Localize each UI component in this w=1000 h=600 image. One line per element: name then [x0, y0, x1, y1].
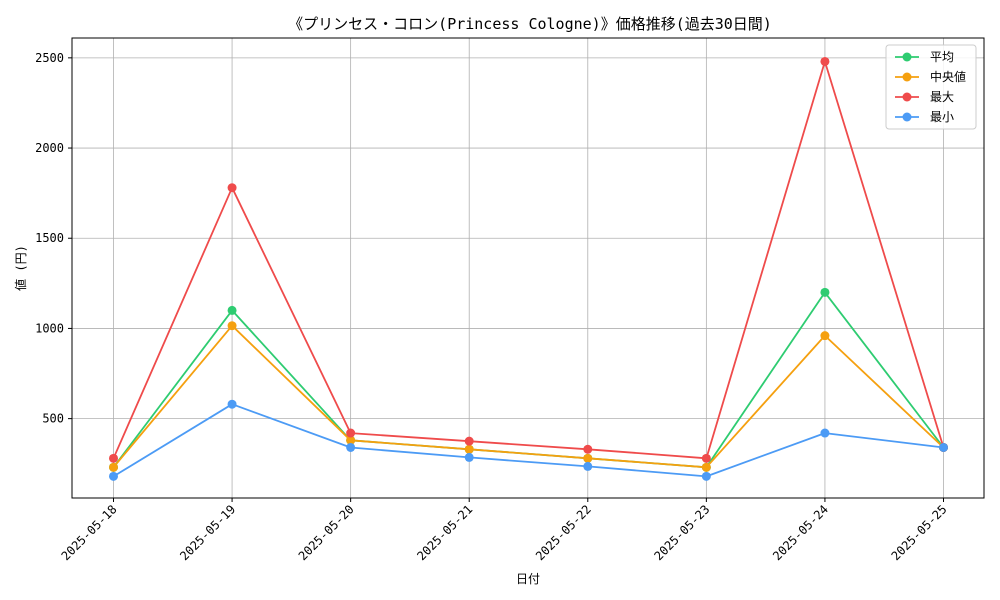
grid-lines — [72, 38, 984, 498]
data-point — [820, 428, 830, 438]
legend-item: 最小 — [895, 110, 954, 124]
data-point — [346, 428, 356, 438]
series-group — [109, 56, 948, 481]
series-line — [113, 403, 944, 478]
legend-label: 最大 — [930, 90, 954, 104]
series-2 — [109, 321, 948, 472]
data-point — [701, 453, 711, 463]
data-point — [820, 331, 830, 341]
data-point — [820, 56, 830, 66]
x-tick-label: 2025-05-22 — [533, 502, 594, 563]
data-point — [464, 452, 474, 462]
y-tick-label: 1000 — [35, 321, 64, 335]
data-point — [227, 399, 237, 409]
series-line — [112, 291, 945, 469]
legend-swatch-marker — [902, 72, 912, 82]
data-point — [346, 442, 356, 452]
data-point — [109, 462, 118, 472]
legend-swatch-marker — [902, 112, 912, 122]
x-tick-label: 2025-05-21 — [414, 502, 475, 563]
plot-area-frame — [71, 37, 985, 499]
legend-swatch-marker — [902, 52, 912, 62]
data-point — [583, 461, 593, 471]
data-point — [820, 287, 830, 297]
legend-item: 平均 — [895, 50, 954, 64]
y-axis-label: 値 (円) — [13, 245, 28, 291]
data-point — [227, 321, 237, 331]
data-point — [227, 183, 237, 193]
data-point — [109, 471, 118, 481]
data-point — [464, 444, 474, 454]
series-1 — [109, 287, 948, 472]
legend-item: 最大 — [895, 90, 954, 104]
x-tick-label: 2025-05-20 — [296, 502, 357, 563]
legend-box — [885, 44, 977, 130]
legend-item: 中央値 — [895, 69, 966, 84]
data-point — [583, 444, 593, 454]
y-tick-label: 2000 — [35, 141, 64, 155]
series-line — [112, 60, 945, 460]
x-axis-ticks: 2025-05-18 2025-05-19 2025-05-20 2025-05-21… — [59, 498, 950, 563]
x-tick-label: 2025-05-18 — [59, 502, 120, 563]
y-tick-label: 1500 — [35, 231, 64, 245]
data-point — [939, 442, 948, 452]
y-tick-label: 500 — [42, 412, 64, 426]
legend-label: 中央値 — [930, 69, 966, 84]
data-point — [109, 453, 118, 463]
legend-label: 平均 — [930, 50, 954, 64]
x-tick-label: 2025-05-24 — [770, 502, 831, 563]
series-3 — [109, 56, 948, 463]
series-4 — [109, 399, 948, 481]
x-tick-label: 2025-05-19 — [177, 502, 238, 563]
series-line — [112, 324, 945, 469]
data-point — [701, 471, 711, 481]
chart-title: 《プリンセス・コロン(Princess Cologne)》価格推移(過去30日間… — [288, 15, 772, 33]
legend-swatch-marker — [902, 92, 912, 102]
data-point — [227, 305, 237, 315]
data-point — [464, 436, 474, 446]
data-point — [701, 462, 711, 472]
y-tick-label: 2500 — [35, 51, 64, 65]
x-tick-label: 2025-05-25 — [889, 502, 950, 563]
y-axis-ticks: 500 1000 1500 2000 2500 — [35, 51, 72, 426]
data-point — [583, 453, 593, 463]
legend-label: 最小 — [930, 110, 954, 124]
x-tick-label: 2025-05-23 — [651, 502, 712, 563]
data-point — [346, 435, 356, 445]
x-axis-label: 日付 — [516, 572, 540, 586]
